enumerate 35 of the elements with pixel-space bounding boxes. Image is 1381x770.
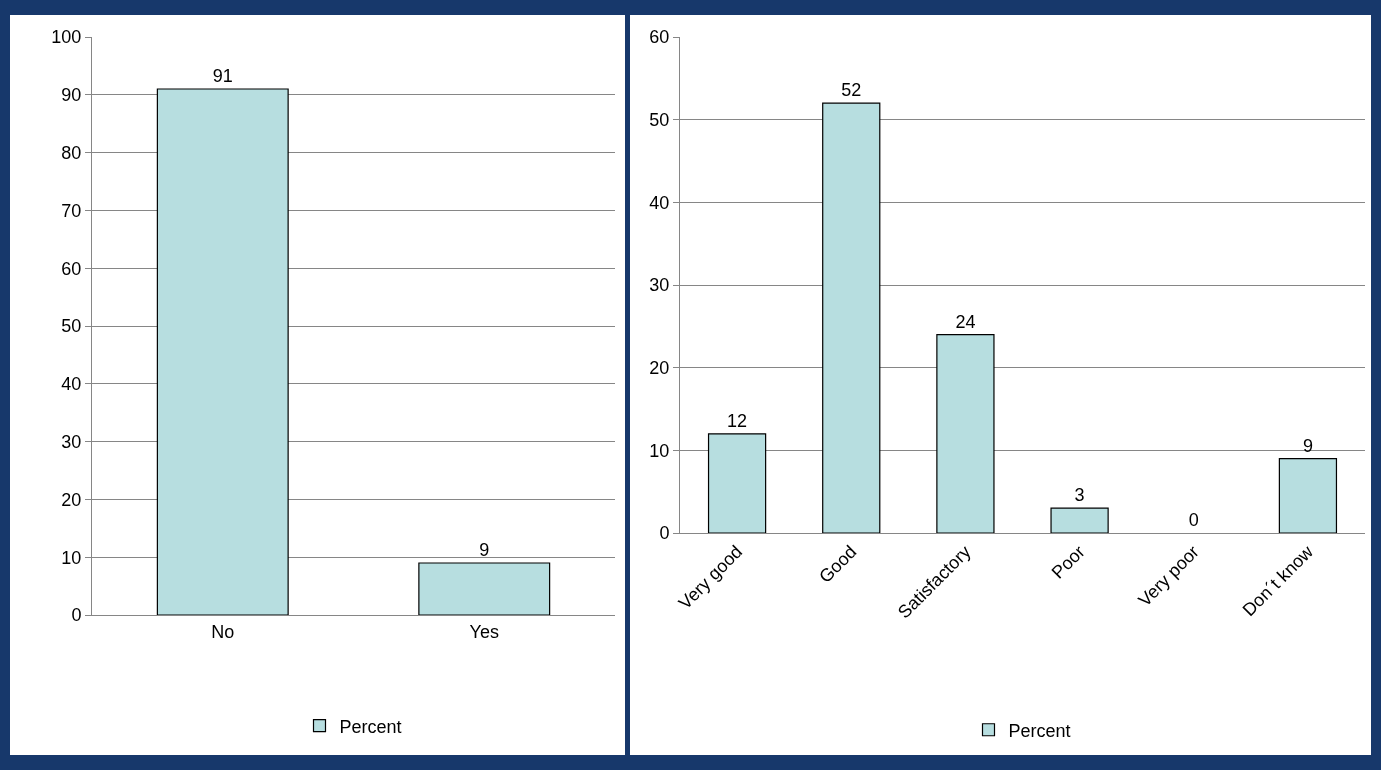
y-tick-label: 100: [51, 27, 82, 48]
y-tick-label: 20: [61, 489, 82, 510]
y-tick-label: 30: [649, 275, 670, 296]
data-label: 91: [212, 66, 233, 87]
data-label: 12: [727, 410, 748, 431]
data-label: 3: [1074, 485, 1085, 506]
data-label: 0: [1188, 510, 1199, 530]
data-label: 24: [955, 311, 976, 332]
y-tick-label: 40: [61, 374, 82, 395]
data-label: 9: [1302, 435, 1313, 456]
y-tick-label: 70: [61, 200, 82, 221]
y-tick-label: 40: [649, 192, 670, 213]
bar: [1278, 458, 1338, 533]
y-tick-label: 0: [71, 605, 82, 626]
y-tick-label: 60: [649, 27, 670, 48]
bar: [707, 433, 767, 533]
x-tick-label: No: [211, 621, 235, 642]
legend-label: Percent: [339, 716, 402, 737]
y-tick-label: 80: [61, 142, 82, 163]
y-tick-label: 10: [649, 440, 670, 461]
x-tick-label: Yes: [469, 621, 499, 642]
bar: [1050, 507, 1109, 533]
y-tick-label: 60: [61, 258, 82, 279]
data-label: 52: [841, 80, 862, 101]
y-tick-label: 20: [649, 357, 670, 378]
bar: [936, 334, 995, 533]
y-tick-label: 10: [61, 547, 82, 568]
y-tick-label: 30: [61, 431, 82, 452]
legend-label: Percent: [1008, 720, 1071, 741]
y-tick-label: 50: [61, 316, 82, 337]
data-label: 9: [479, 539, 490, 560]
y-tick-label: 0: [659, 523, 670, 544]
bar: [822, 102, 881, 533]
y-tick-label: 90: [61, 85, 82, 106]
y-tick-label: 50: [649, 109, 670, 130]
